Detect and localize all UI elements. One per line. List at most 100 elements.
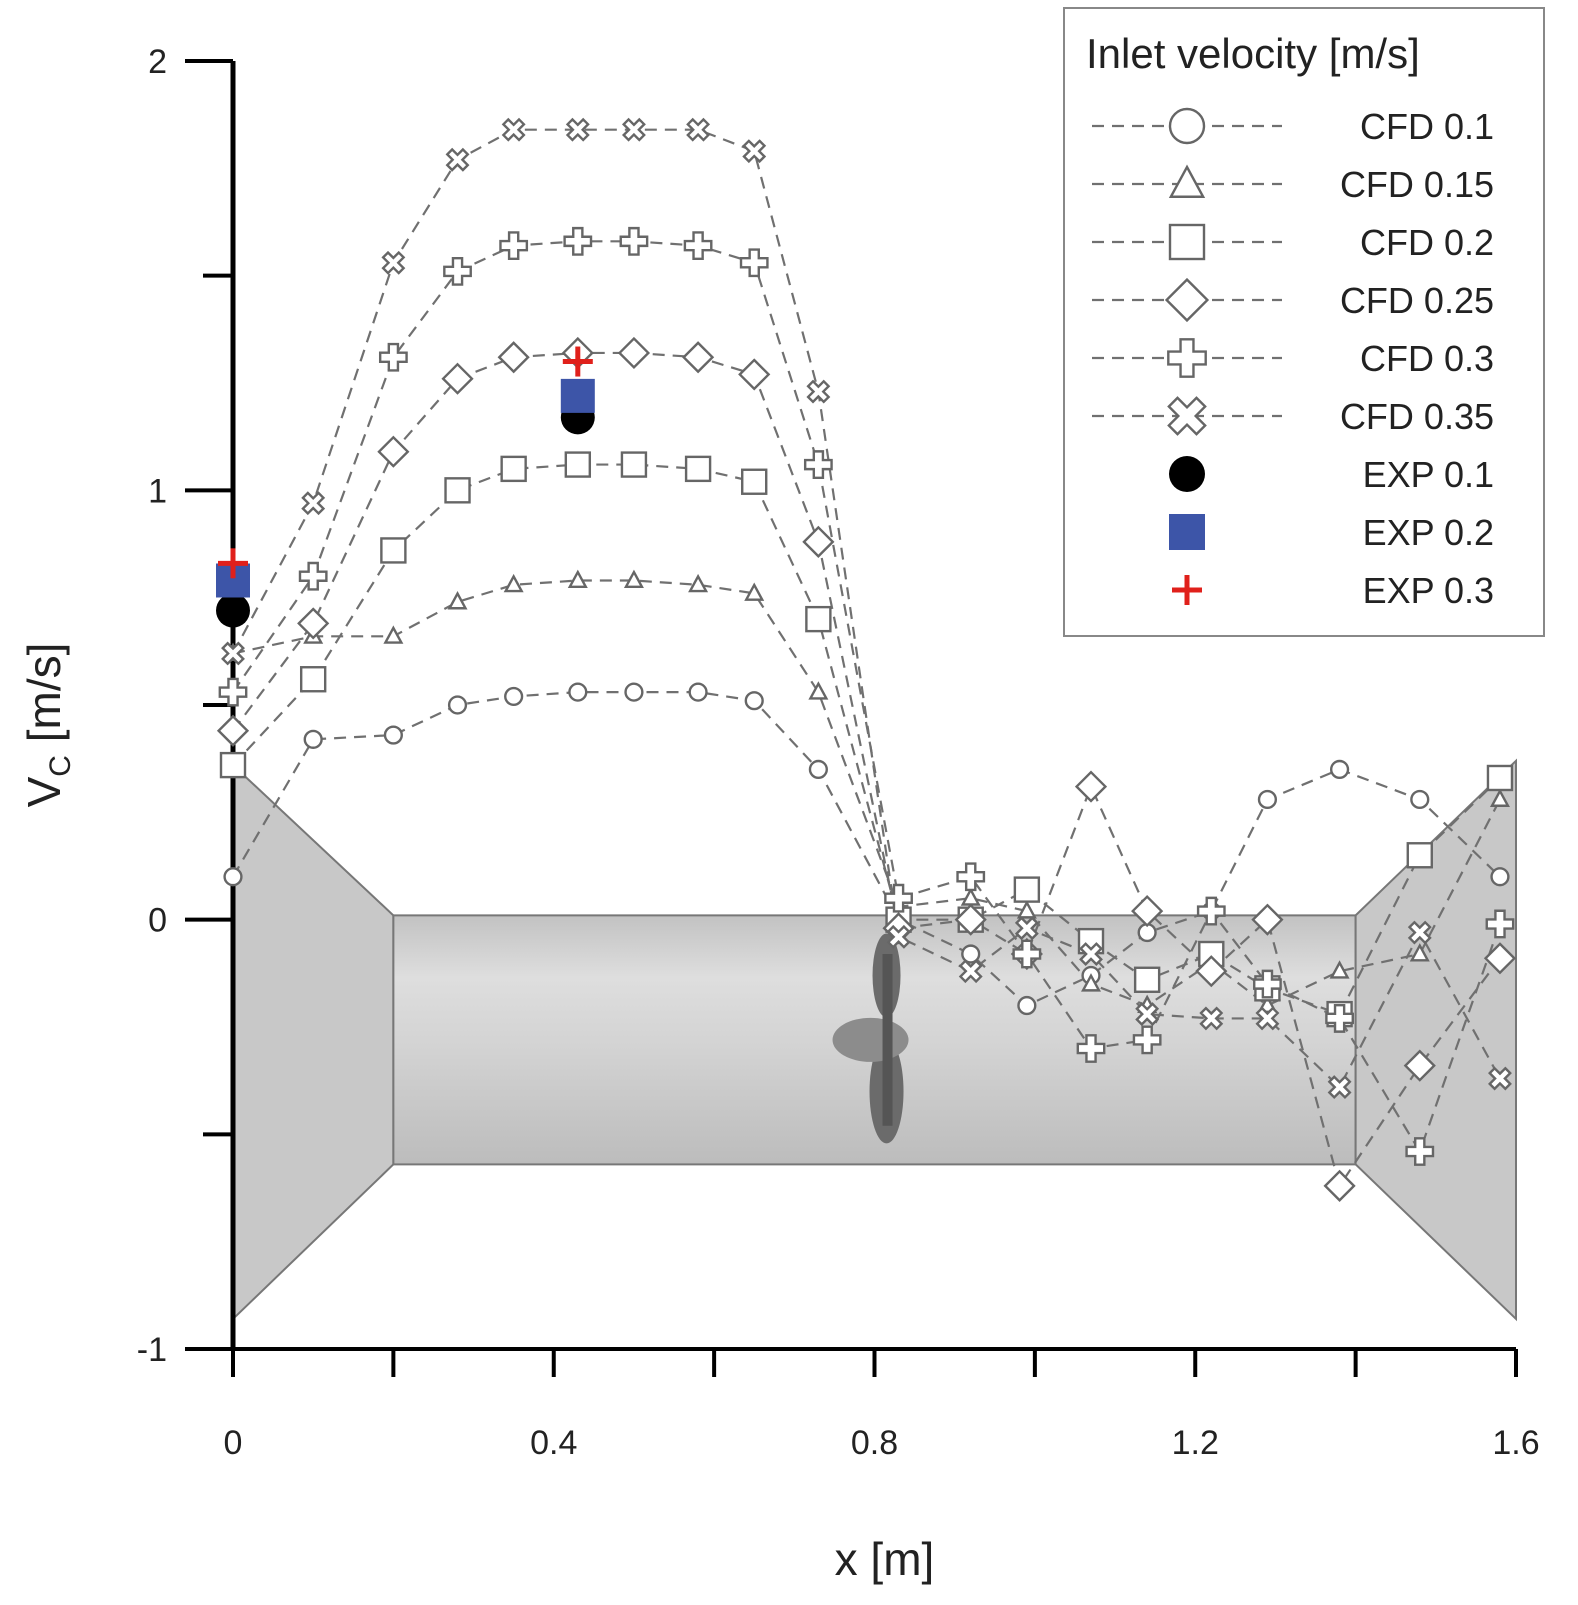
marker-plus-outline [1253, 969, 1282, 999]
marker-plus-outline [1076, 1034, 1106, 1063]
marker-circle [504, 686, 524, 707]
marker-square [1168, 223, 1206, 261]
marker-plus-outline [739, 248, 769, 278]
y-tick-label: 1 [148, 472, 167, 510]
marker-x-shape [1488, 1066, 1512, 1091]
marker-x-outline [1407, 920, 1432, 945]
marker-plus-outline [443, 256, 472, 286]
marker-x-outline [1167, 396, 1207, 436]
marker-triangle [1168, 164, 1206, 198]
marker-plus-outline [956, 862, 986, 892]
series-line-0 [232, 691, 1501, 1007]
marker-circle [688, 682, 708, 702]
marker-diamond [216, 714, 250, 747]
marker-x-shape [886, 924, 911, 949]
marker-square [444, 477, 471, 504]
marker-plus [218, 548, 248, 579]
series-markers-7 [216, 378, 595, 598]
marker-x-outline [501, 117, 526, 142]
marker-plus-outline [378, 342, 408, 372]
marker-diamond [1164, 277, 1210, 323]
y-tick-label: 2 [148, 43, 167, 81]
marker-square [380, 537, 407, 564]
y-axis-title: VC [m/s] [18, 643, 77, 808]
marker-plus-outline [1132, 1025, 1162, 1055]
marker-diamond [1131, 894, 1164, 928]
marker-plus-outline [1196, 896, 1226, 926]
legend-entry: CFD 0.2 [1092, 222, 1494, 263]
legend-label: EXP 0.1 [1363, 454, 1494, 495]
propeller-hub [832, 1017, 909, 1062]
marker-circle [1490, 867, 1510, 887]
series-markers-5 [221, 117, 1512, 1100]
legend-label: CFD 0.15 [1340, 164, 1494, 205]
channel-geometry [232, 758, 1517, 1322]
marker-circle [961, 944, 981, 964]
legend-entry: EXP 0.2 [1169, 512, 1494, 553]
marker-x-shape [1079, 942, 1103, 966]
marker-square [299, 666, 327, 693]
x-tick-label: 0.4 [530, 1424, 577, 1462]
legend-label: EXP 0.3 [1363, 570, 1494, 611]
legend-label: CFD 0.35 [1340, 396, 1494, 437]
marker-square [684, 455, 712, 483]
marker-circle [1017, 995, 1037, 1016]
marker-x-outline [1327, 1075, 1352, 1100]
legend-entry: EXP 0.1 [1169, 454, 1494, 495]
marker-diamond [497, 341, 530, 374]
marker-x-shape [381, 250, 406, 275]
marker-circle [1257, 789, 1278, 810]
marker-x-shape [686, 117, 711, 142]
marker-circle [447, 695, 468, 715]
marker-triangle [383, 625, 404, 644]
marker-diamond [738, 358, 771, 391]
x-tick-label: 1.2 [1172, 1424, 1219, 1462]
marker-triangle [1329, 960, 1350, 979]
marker-plus-outline [619, 226, 649, 256]
marker-circle [568, 682, 588, 702]
marker-circle [624, 682, 644, 702]
legend-entry: CFD 0.3 [1092, 338, 1494, 379]
marker-triangle [503, 573, 524, 593]
marker-triangle [623, 569, 644, 588]
marker-square [1406, 842, 1433, 869]
marker-x-shape [1014, 916, 1039, 941]
x-axis-title: x [m] [835, 1533, 935, 1585]
marker-square [741, 468, 768, 495]
data-series [216, 117, 1517, 1202]
marker-x-shape [1407, 920, 1432, 945]
marker-circle [1168, 107, 1206, 145]
marker-filled-circle [216, 593, 250, 628]
marker-x-shape [445, 147, 470, 172]
x-tick-label: 0 [224, 1424, 243, 1462]
marker-diamond [1403, 1049, 1436, 1082]
marker-triangle [447, 591, 468, 610]
marker-x-shape [221, 641, 245, 666]
marker-plus-outline [1325, 1004, 1354, 1033]
legend-entry: EXP 0.3 [1172, 570, 1494, 611]
marker-triangle [744, 582, 765, 601]
marker-diamond [954, 903, 987, 936]
marker-plus-outline [803, 450, 833, 479]
legend-label: CFD 0.1 [1360, 106, 1494, 147]
legend-entry: CFD 0.25 [1092, 277, 1494, 323]
marker-diamond [802, 525, 835, 558]
y-tick-label: 0 [148, 902, 167, 940]
marker-plus [562, 346, 593, 377]
y-tick-label: -1 [137, 1331, 167, 1369]
legend: Inlet velocity [m/s] CFD 0.1 CFD 0.15 CFD 0… [1063, 7, 1545, 637]
marker-diamond [1483, 942, 1517, 975]
series-markers-6 [216, 400, 595, 628]
marker-x-shape [1135, 1002, 1160, 1027]
marker-x-shape [1167, 396, 1207, 436]
marker-filled-square [560, 378, 595, 413]
marker-diamond [377, 435, 410, 468]
marker-circle [808, 759, 828, 779]
marker-plus-outline [1485, 909, 1515, 939]
marker-circle [1410, 789, 1430, 810]
marker-circle [303, 729, 323, 749]
outlet-diffuser [1354, 758, 1517, 1322]
marker-diamond [297, 607, 330, 640]
